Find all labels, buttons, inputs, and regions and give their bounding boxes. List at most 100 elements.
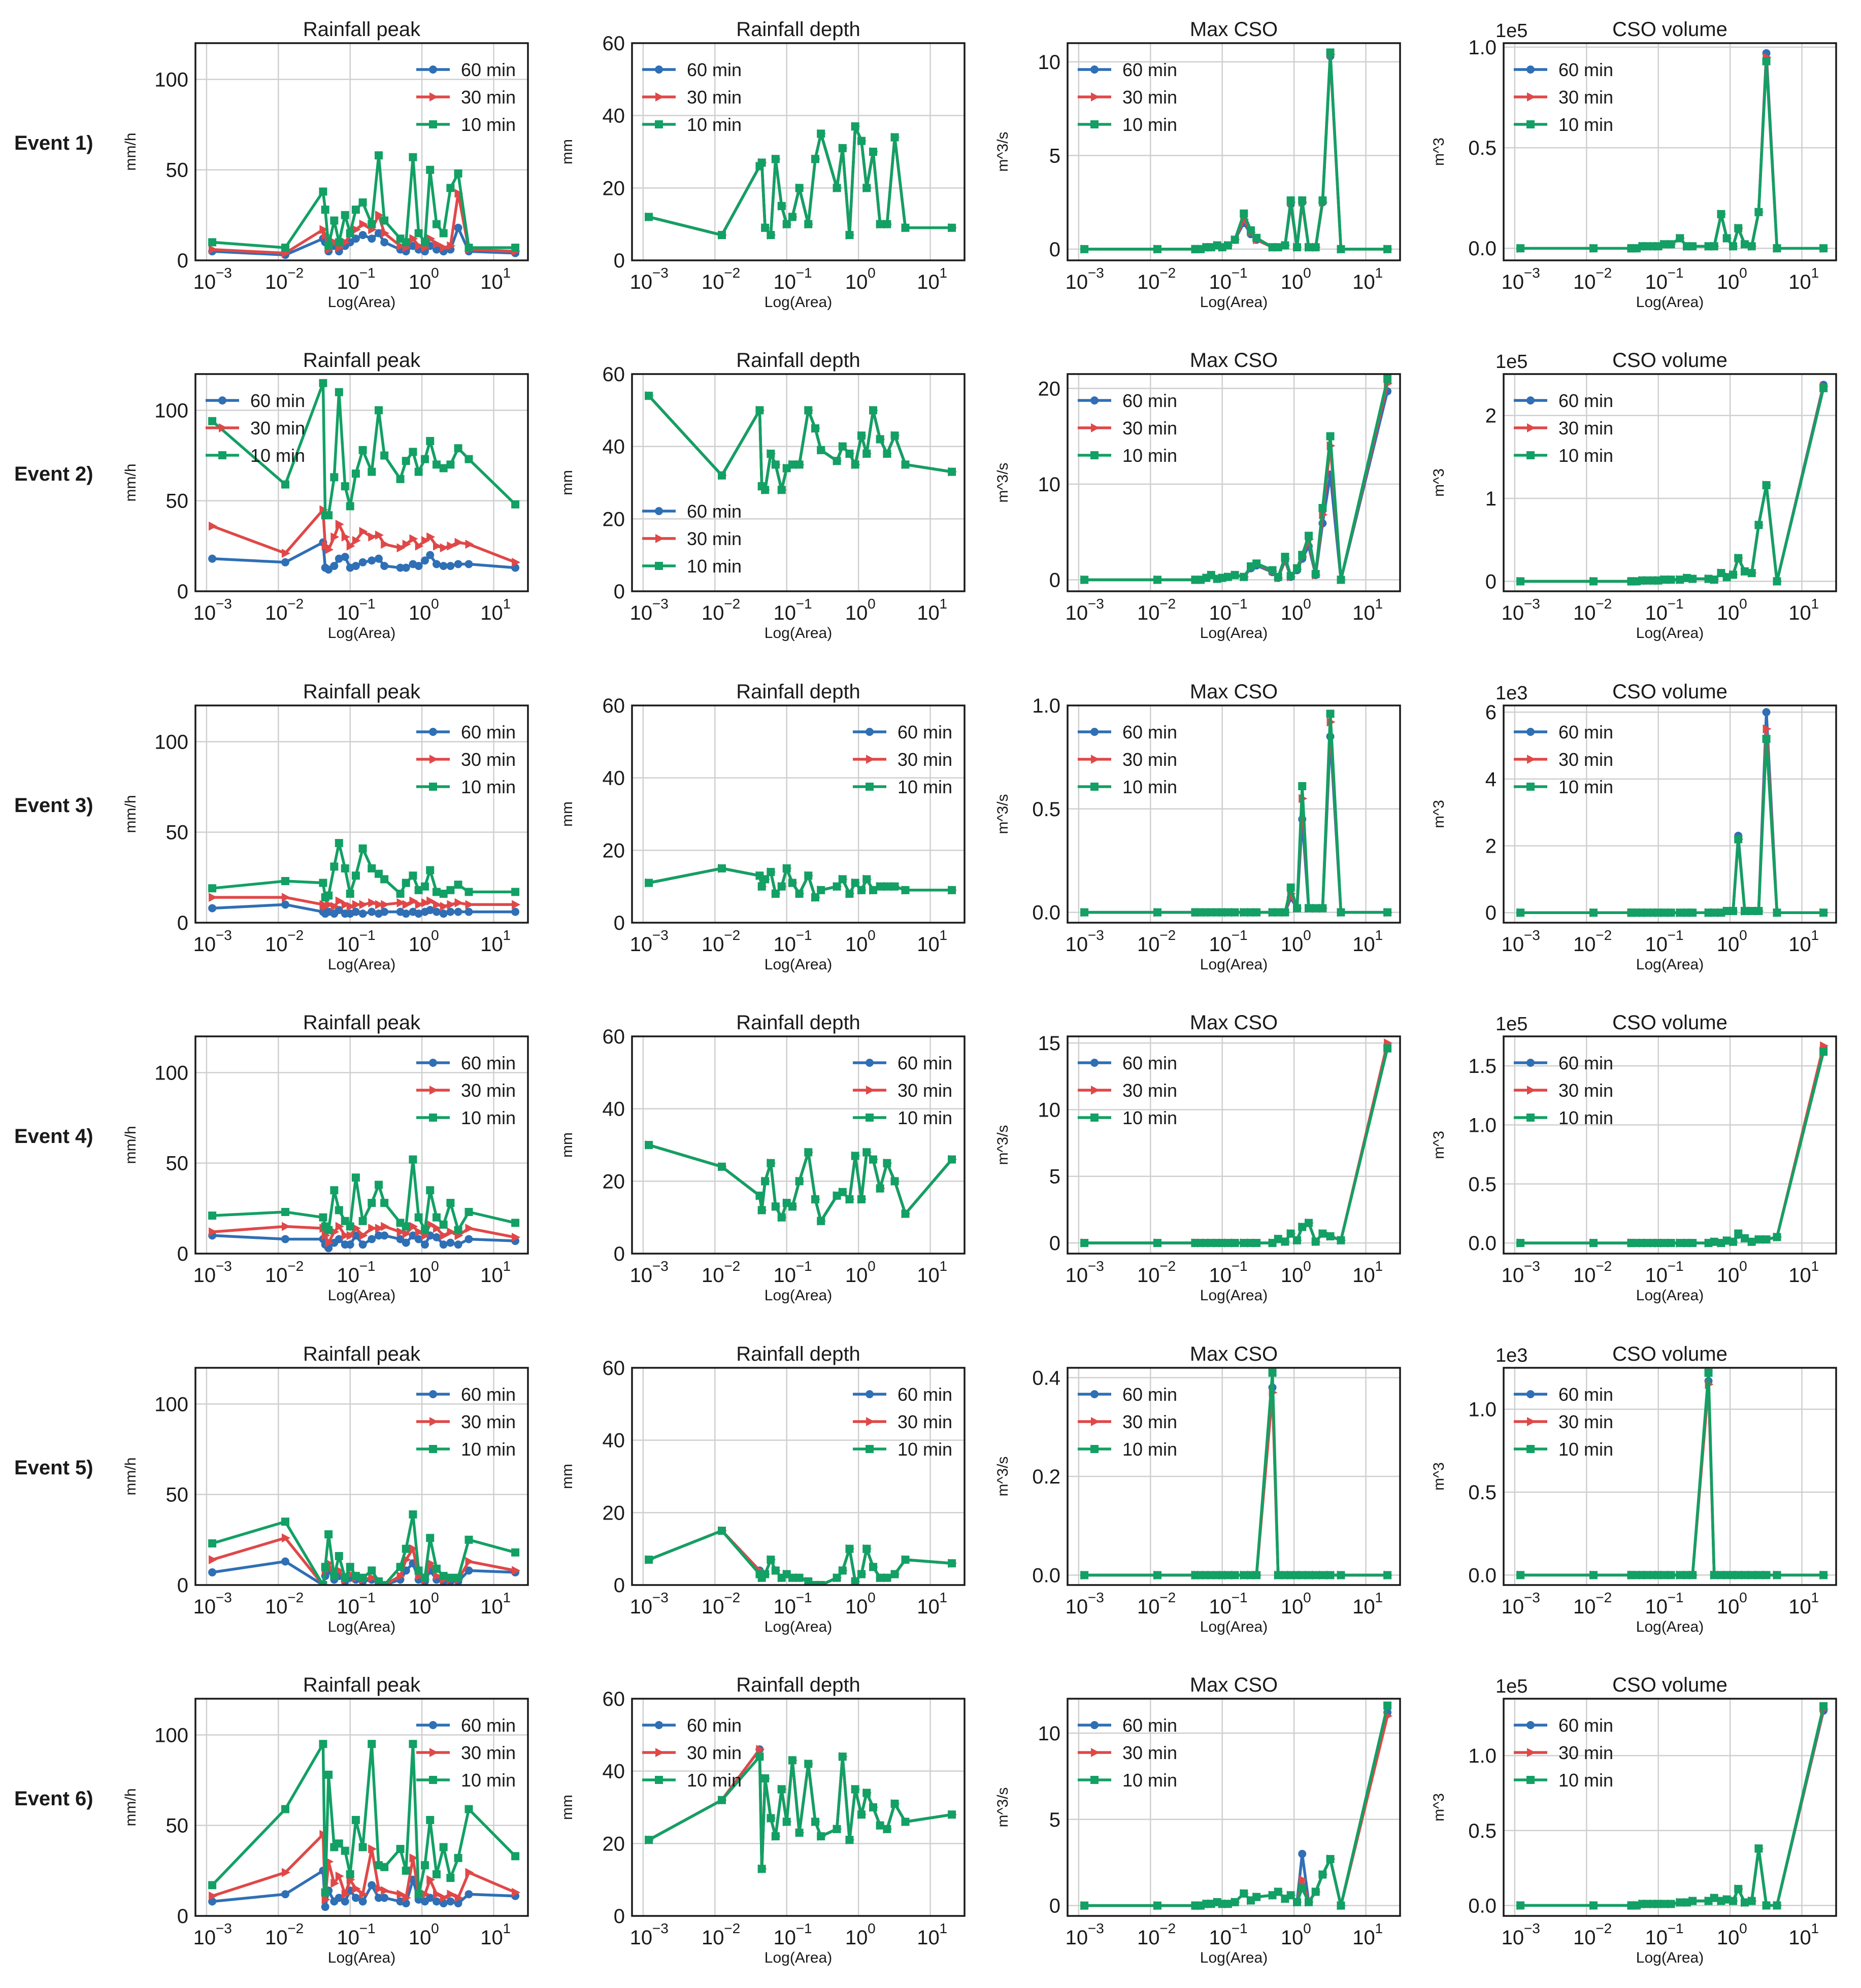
x-tick-exponent: 0 <box>431 927 439 943</box>
data-point <box>757 1206 766 1215</box>
data-point <box>440 1893 449 1903</box>
data-point <box>351 1572 360 1580</box>
data-point <box>718 1162 726 1171</box>
data-point <box>851 1785 859 1794</box>
plot-frame <box>1503 1035 1837 1255</box>
plot-frame <box>194 1698 529 1917</box>
data-point <box>1734 554 1743 562</box>
data-point <box>380 907 389 916</box>
plot-area <box>208 1155 521 1253</box>
legend-label: 10 min <box>1558 1770 1613 1791</box>
legend-marker <box>655 534 664 543</box>
data-point <box>454 537 463 547</box>
x-axis-label: Log(Area) <box>765 1619 832 1635</box>
data-point <box>420 882 429 891</box>
y-tick-label: 20 <box>603 177 625 199</box>
data-point <box>1688 1897 1697 1905</box>
data-point <box>804 406 813 415</box>
legend-marker <box>1526 1390 1535 1398</box>
x-tick-exponent: 1 <box>1811 1590 1819 1605</box>
x-tick-exponent: 1 <box>503 265 511 281</box>
data-point <box>381 900 390 909</box>
x-tick-label: 10 <box>265 602 288 624</box>
data-point <box>1589 577 1598 586</box>
event-label-3: Event 3) <box>14 794 93 817</box>
data-point <box>426 165 435 174</box>
y-tick-label: 4 <box>1485 768 1497 791</box>
data-point <box>358 558 367 566</box>
data-point <box>433 1890 442 1899</box>
data-point <box>402 1866 410 1875</box>
data-point <box>464 455 473 463</box>
x-tick-label: 10 <box>1281 933 1304 956</box>
data-point <box>368 467 376 476</box>
data-point <box>454 444 462 453</box>
data-point <box>1246 226 1255 234</box>
data-point <box>454 1893 463 1903</box>
y-tick-label: 0.0 <box>1032 1565 1060 1587</box>
y-axis-label: mm <box>559 1132 576 1158</box>
data-point <box>325 1238 334 1248</box>
chart-title: Rainfall peak <box>303 1343 421 1365</box>
legend-label: 10 min <box>461 1107 516 1128</box>
plot-area <box>645 1744 957 1874</box>
data-point <box>761 1570 770 1578</box>
chart-panel-5-4: 0.00.51.010 −3 10 −2 10 −1 10 0 10 1Log(Area)m^3C… <box>1431 1343 1837 1635</box>
data-point <box>767 1814 775 1823</box>
data-point <box>1304 1219 1313 1227</box>
data-point <box>1747 242 1756 251</box>
grid <box>1504 705 1836 923</box>
data-point <box>335 388 343 396</box>
x-tick-label: 10 <box>1352 1264 1375 1287</box>
data-point <box>755 1191 764 1200</box>
chart-title: Rainfall peak <box>303 1012 421 1034</box>
x-tick-exponent: −1 <box>1668 265 1684 281</box>
data-point <box>446 562 455 570</box>
data-point <box>321 206 329 214</box>
legend: 60 min 30 min 10 min <box>1078 390 1177 466</box>
x-tick-label: 10 <box>193 1927 216 1949</box>
y-axis-label: m^3/s <box>994 1456 1011 1496</box>
data-point <box>1676 1898 1684 1907</box>
data-point <box>1304 243 1313 252</box>
data-point <box>324 1530 333 1539</box>
data-point <box>1326 710 1335 718</box>
x-tick-label: 10 <box>1717 1264 1740 1287</box>
x-axis-label: Log(Area) <box>1200 625 1268 642</box>
x-tick-label: 10 <box>773 1264 796 1287</box>
data-point <box>1153 1901 1162 1910</box>
data-point <box>1311 1571 1320 1579</box>
x-tick-label: 10 <box>337 933 359 956</box>
data-point <box>464 1535 473 1544</box>
data-point <box>890 1570 899 1578</box>
chart-title: Max CSO <box>1190 681 1278 703</box>
data-point <box>1710 1894 1718 1902</box>
x-tick-label: 10 <box>409 1596 431 1618</box>
x-tick-exponent: 0 <box>1303 596 1311 612</box>
legend: 60 min 30 min 10 min <box>1514 1384 1613 1460</box>
data-point <box>1729 906 1737 915</box>
data-point <box>402 879 410 887</box>
data-point <box>464 1890 473 1899</box>
data-point <box>454 898 463 907</box>
legend-marker <box>866 1445 874 1453</box>
data-point <box>1722 1895 1731 1904</box>
y-tick-label: 0 <box>177 912 188 934</box>
y-tick-label: 0 <box>177 581 188 603</box>
legend: 60 min 30 min 10 min <box>416 1053 516 1128</box>
x-tick-exponent: 1 <box>503 1920 511 1936</box>
data-point <box>883 882 891 891</box>
data-point <box>335 520 344 529</box>
legend: 60 min 30 min 10 min <box>1078 1053 1177 1128</box>
plot-frame <box>1503 704 1837 924</box>
data-point <box>374 151 383 160</box>
x-tick-exponent: −2 <box>287 265 304 281</box>
data-point <box>335 1552 343 1560</box>
data-point <box>511 500 520 509</box>
y-tick-label: 0.0 <box>1468 238 1497 260</box>
data-point <box>1231 570 1239 579</box>
y-axis-label: m^3 <box>1431 1793 1447 1822</box>
data-point <box>281 558 290 566</box>
